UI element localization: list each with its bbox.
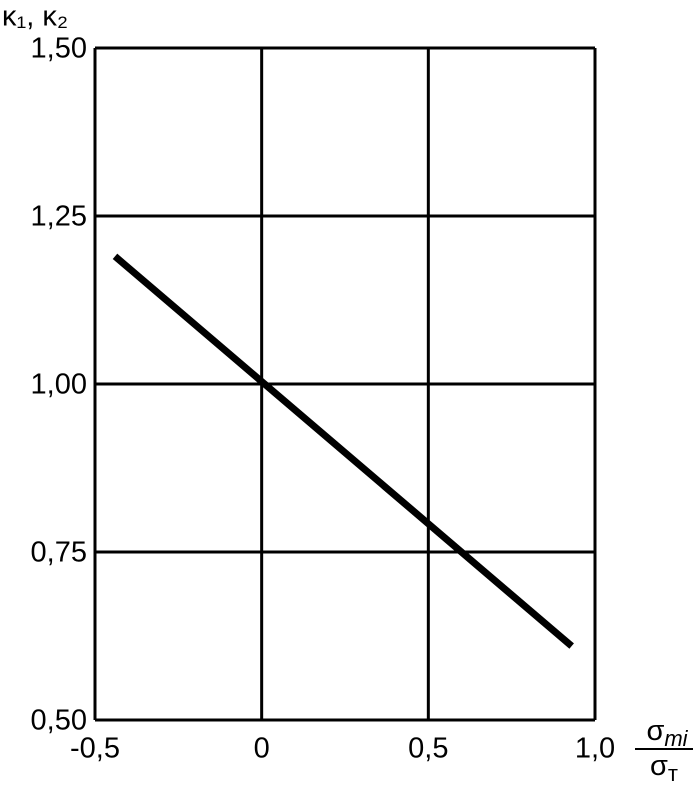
x-tick-label: 0,5: [408, 733, 448, 765]
data-line: [112, 253, 574, 649]
x-axis-label: σmi σт: [635, 715, 693, 786]
y-tick-label: 1,00: [31, 369, 87, 401]
symbol: σ: [650, 750, 668, 782]
symbol: σ: [646, 715, 664, 747]
x-label-denominator: σт: [650, 750, 678, 786]
y-tick-label: 1,25: [31, 201, 87, 233]
y-axis-label: κ₁, κ₂: [2, 1, 68, 33]
x-tick-label: 0: [254, 733, 270, 765]
subscript: т: [668, 761, 678, 786]
subscript: mi: [664, 726, 688, 751]
x-tick-label: 1,0: [575, 733, 615, 765]
y-tick-label: 0,50: [31, 705, 87, 737]
x-tick-label: -0,5: [70, 733, 120, 765]
y-tick-label: 0,75: [31, 537, 87, 569]
x-label-numerator: σmi: [646, 715, 688, 751]
y-tick-label: 1,50: [31, 33, 87, 65]
